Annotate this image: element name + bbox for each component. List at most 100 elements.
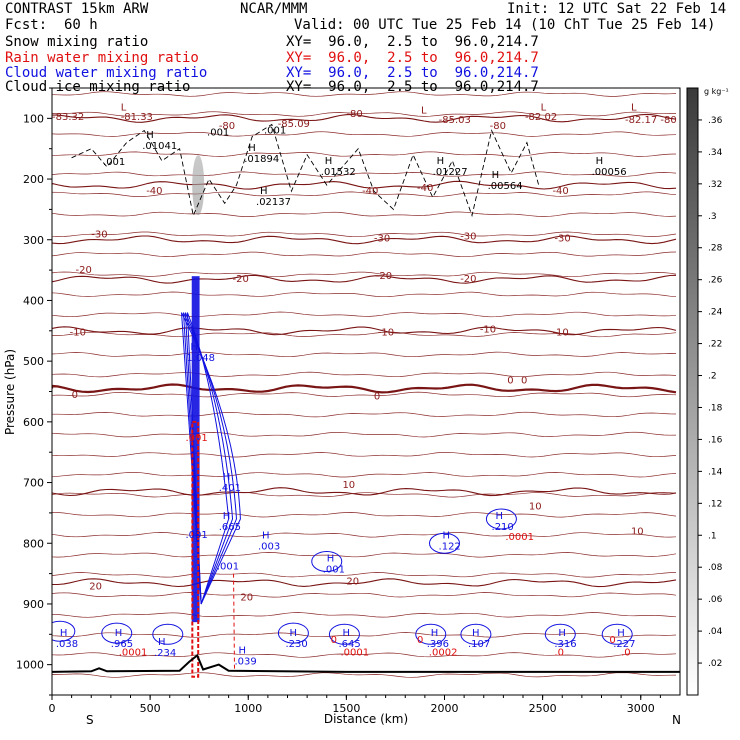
isotherm-line	[52, 511, 677, 518]
cloud-water-blob	[485, 508, 517, 530]
extremum-H: H	[289, 628, 297, 639]
isotherm--80	[52, 113, 677, 123]
isotherm-line	[52, 251, 677, 258]
cloud-water-blob	[311, 550, 343, 572]
isotherm-line	[52, 311, 677, 318]
isotherm-line	[52, 672, 677, 678]
y-tick-label: 600	[23, 416, 44, 429]
x-axis-label: Distance (km)	[324, 712, 408, 726]
y-tick-label: 300	[23, 234, 44, 247]
right-endpoint-label: N	[672, 713, 681, 727]
x-tick-label: 2500	[529, 702, 557, 715]
contour-label: -80	[490, 121, 506, 132]
contour-label: -83.32	[52, 112, 84, 123]
extremum-H: H	[327, 553, 335, 564]
colorbar-tick-label: .18	[708, 403, 723, 413]
extremum-L: L	[121, 102, 127, 113]
fcst-value: 60 h	[64, 17, 98, 33]
extremum-value: .01041	[142, 141, 177, 152]
rain-water-column	[191, 420, 200, 678]
isotherm-10	[52, 487, 677, 497]
isotherm-20	[52, 578, 677, 588]
extremum-H: H	[437, 156, 445, 167]
cloud-water-blob	[277, 622, 309, 644]
cloud-water-blob	[415, 623, 447, 645]
value-label: .0001	[505, 532, 534, 543]
extremum-H: H	[146, 130, 154, 141]
isotherm-line	[52, 351, 677, 358]
left-endpoint-label: S	[86, 713, 94, 727]
extremum-H: H	[558, 628, 566, 639]
cloud-water-blob	[429, 532, 460, 554]
contour-label: -30	[374, 233, 390, 244]
extremum-value: .227	[613, 639, 635, 650]
extremum-value: .02137	[256, 197, 291, 208]
extremum-value: .234	[154, 648, 176, 659]
isotherm-line	[52, 231, 677, 238]
isotherm-line	[52, 532, 677, 538]
colorbar-tick-label: .06	[708, 595, 723, 605]
contour-label: -10	[552, 327, 568, 338]
extremum-H: H	[443, 530, 451, 541]
contour-label: -40	[362, 186, 378, 197]
cloud-water-blob	[460, 623, 492, 645]
model-title: CONTRAST 15km ARW	[5, 1, 149, 17]
colorbar-tick-label: .34	[708, 148, 723, 158]
value-label: .0	[554, 647, 564, 658]
isotherm-line	[52, 91, 677, 97]
isotherm-line	[52, 572, 676, 578]
valid-time: Valid: 00 UTC Tue 25 Feb 14 (10 ChT Tue …	[294, 17, 716, 33]
colorbar-tick-label: .14	[708, 467, 723, 477]
colorbar-tick-label: .08	[708, 563, 723, 573]
field-cloudwater-xy: XY= 96.0, 2.5 to 96.0,214.7	[286, 65, 539, 81]
extremum-H: H	[238, 646, 246, 657]
extremum-H: H	[496, 511, 504, 522]
extremum-H: H	[596, 156, 604, 167]
x-tick-label: 1000	[234, 702, 262, 715]
y-tick-label: 100	[23, 112, 44, 125]
cloud-water-blob	[544, 623, 576, 645]
x-tick-label: 0	[49, 702, 56, 715]
extremum-value: .645	[338, 639, 360, 650]
value-label: .0002	[429, 647, 458, 658]
cloud-water-blob	[152, 623, 184, 645]
isotherm-line	[52, 492, 677, 498]
value-label: 0	[609, 635, 615, 646]
contour-label: 0	[72, 390, 78, 401]
snow-plume	[192, 155, 205, 216]
contour-label: -80	[660, 115, 676, 126]
extremum-L: L	[541, 102, 547, 113]
contour-label: 0	[521, 375, 527, 386]
y-axis-label: Pressure (hPa)	[3, 349, 17, 435]
terrain-line	[52, 653, 680, 673]
contour-label: -20	[76, 265, 92, 276]
contour-label: -30	[554, 233, 570, 244]
isotherm-line	[52, 452, 677, 458]
contour-label: -10	[480, 324, 496, 335]
y-tick-label: 500	[23, 355, 44, 368]
isotherm-line	[52, 151, 677, 157]
extremum-H: H	[248, 143, 256, 154]
isotherm-line	[52, 111, 677, 117]
y-tick-label: 800	[23, 537, 44, 550]
extremum-H: H	[342, 628, 350, 639]
colorbar-tick-label: .2	[708, 372, 717, 382]
colorbar-tick-label: .32	[708, 180, 722, 190]
rain-water-contour	[233, 573, 236, 671]
value-label: .0001	[340, 647, 369, 658]
isotherm--30	[52, 235, 677, 245]
colorbar-tick-label: .04	[708, 627, 723, 637]
isotherm-line	[52, 271, 677, 278]
extremum-H: H	[223, 511, 231, 522]
extremum-value: .210	[492, 522, 514, 533]
isotherm-line	[52, 291, 677, 298]
isotherm-line	[52, 371, 677, 378]
isotherm-line	[52, 552, 677, 558]
isotherm-line	[52, 411, 677, 418]
value-label: 0	[331, 635, 337, 646]
x-tick-label: 3000	[627, 702, 655, 715]
extremum-value: .01894	[244, 154, 279, 165]
extremum-value: .01227	[433, 167, 468, 178]
contour-label: -80	[219, 121, 235, 132]
